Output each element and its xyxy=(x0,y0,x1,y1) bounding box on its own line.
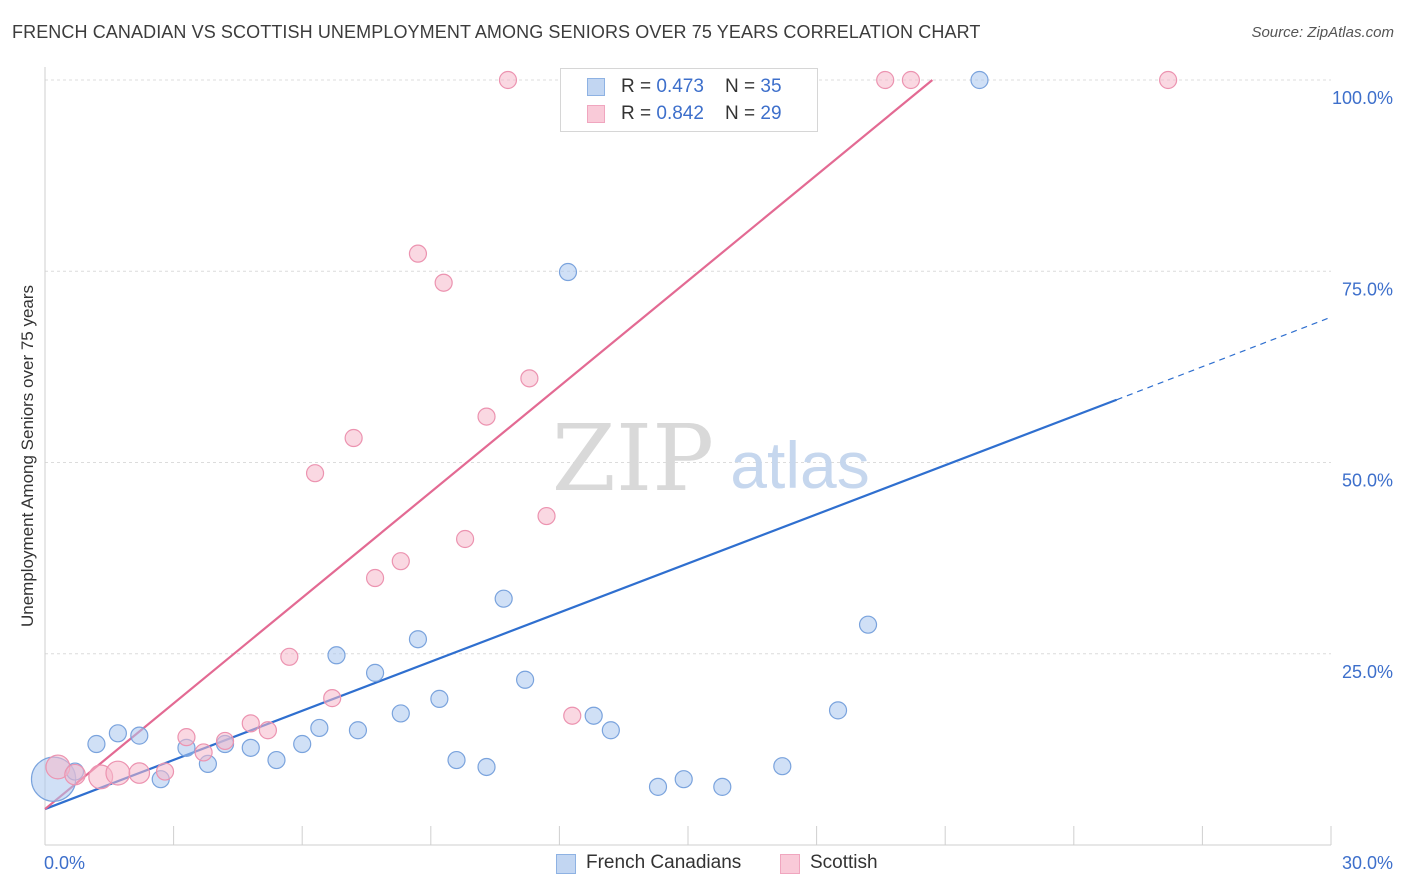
tick-labels: 25.0% 50.0% 75.0% 100.0% 0.0% 30.0% xyxy=(44,88,1393,873)
point-scottish xyxy=(128,762,151,784)
point-french-canadians xyxy=(477,757,496,777)
point-french-canadians xyxy=(516,670,535,689)
point-scottish xyxy=(498,70,518,90)
point-scottish xyxy=(105,760,131,786)
legend-n-value: 29 xyxy=(760,103,782,124)
y-tick-label: 25.0% xyxy=(1342,662,1393,682)
point-scottish xyxy=(177,728,196,747)
chart-title: FRENCH CANADIAN VS SCOTTISH UNEMPLOYMENT… xyxy=(12,22,981,42)
legend-swatch-french-canadians xyxy=(587,78,605,96)
trend-line-scottish xyxy=(44,79,934,810)
point-french-canadians xyxy=(108,724,127,743)
legend-r-label: R = xyxy=(621,76,657,97)
point-scottish xyxy=(563,706,582,725)
point-french-canadians xyxy=(674,770,693,789)
y-tick-label: 100.0% xyxy=(1332,88,1393,108)
trend-line-french-canadians-extension xyxy=(1116,316,1332,401)
point-scottish xyxy=(241,714,260,733)
point-french-canadians xyxy=(970,70,989,90)
bottom-legend-label-scottish: Scottish xyxy=(810,852,878,873)
grid-lines xyxy=(45,79,1331,655)
point-scottish xyxy=(64,763,86,786)
point-french-canadians xyxy=(130,726,149,745)
point-french-canadians xyxy=(648,777,668,796)
watermark: ZIP atlas xyxy=(552,405,870,512)
point-french-canadians xyxy=(241,738,260,757)
point-french-canadians xyxy=(87,734,106,754)
point-scottish xyxy=(1159,70,1178,90)
legend-r-label: R = xyxy=(621,103,657,124)
legend-r-value: 0.473 xyxy=(656,76,704,97)
data-points xyxy=(30,70,1178,802)
point-scottish xyxy=(520,369,539,388)
point-french-canadians xyxy=(601,721,620,740)
point-scottish xyxy=(537,506,556,526)
legend-r-value: 0.842 xyxy=(656,103,704,124)
point-french-canadians xyxy=(430,689,449,708)
point-french-canadians xyxy=(365,663,385,682)
x-tick-label: 0.0% xyxy=(44,853,85,873)
correlation-legend: R = 0.473 N = 35 R = 0.842 N = 29 xyxy=(560,68,818,132)
point-french-canadians xyxy=(293,734,312,754)
bottom-legend-label-french-canadians: French Canadians xyxy=(586,852,742,873)
axes xyxy=(44,67,1332,846)
watermark-zip: ZIP xyxy=(552,405,714,512)
legend-swatch-scottish xyxy=(587,105,605,123)
point-scottish xyxy=(434,273,453,292)
point-french-canadians xyxy=(773,757,792,776)
point-french-canadians xyxy=(858,615,878,634)
point-scottish xyxy=(901,70,921,90)
point-scottish xyxy=(155,762,175,781)
point-scottish xyxy=(391,552,410,571)
point-scottish xyxy=(194,743,213,762)
point-scottish xyxy=(455,529,475,549)
x-tick-label: 30.0% xyxy=(1342,853,1393,873)
legend-n-label: N = xyxy=(725,76,761,97)
point-french-canadians xyxy=(327,646,346,665)
point-french-canadians xyxy=(348,721,368,740)
bottom-legend-swatch-french-canadians xyxy=(556,854,576,874)
point-french-canadians xyxy=(310,718,329,738)
point-scottish xyxy=(280,647,299,666)
chart-source: Source: ZipAtlas.com xyxy=(1251,24,1394,41)
point-scottish xyxy=(323,689,342,708)
point-scottish xyxy=(215,731,235,751)
point-scottish xyxy=(344,428,363,448)
point-french-canadians xyxy=(584,706,603,725)
point-french-canadians xyxy=(713,777,732,796)
point-scottish xyxy=(876,70,895,90)
point-scottish xyxy=(365,568,385,588)
point-french-canadians xyxy=(408,630,428,649)
point-french-canadians xyxy=(494,589,513,608)
legend-n-value: 35 xyxy=(760,76,782,97)
point-french-canadians xyxy=(391,704,410,723)
y-tick-label: 75.0% xyxy=(1342,279,1393,299)
point-french-canadians xyxy=(267,750,286,770)
legend-n-label: N = xyxy=(725,103,761,124)
watermark-atlas: atlas xyxy=(730,428,869,502)
point-french-canadians xyxy=(447,750,466,770)
point-scottish xyxy=(477,407,496,426)
bottom-legend-swatch-scottish xyxy=(780,854,800,874)
point-french-canadians xyxy=(828,701,848,720)
y-tick-label: 50.0% xyxy=(1342,471,1393,491)
point-scottish xyxy=(258,721,278,740)
point-french-canadians xyxy=(558,262,578,282)
point-scottish xyxy=(408,244,428,263)
point-scottish xyxy=(305,464,325,483)
